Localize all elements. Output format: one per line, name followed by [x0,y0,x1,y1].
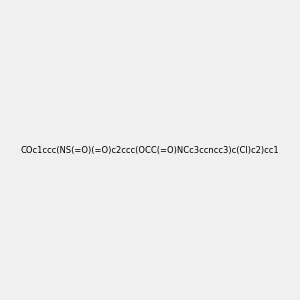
Text: COc1ccc(NS(=O)(=O)c2ccc(OCC(=O)NCc3ccncc3)c(Cl)c2)cc1: COc1ccc(NS(=O)(=O)c2ccc(OCC(=O)NCc3ccncc… [21,146,279,154]
